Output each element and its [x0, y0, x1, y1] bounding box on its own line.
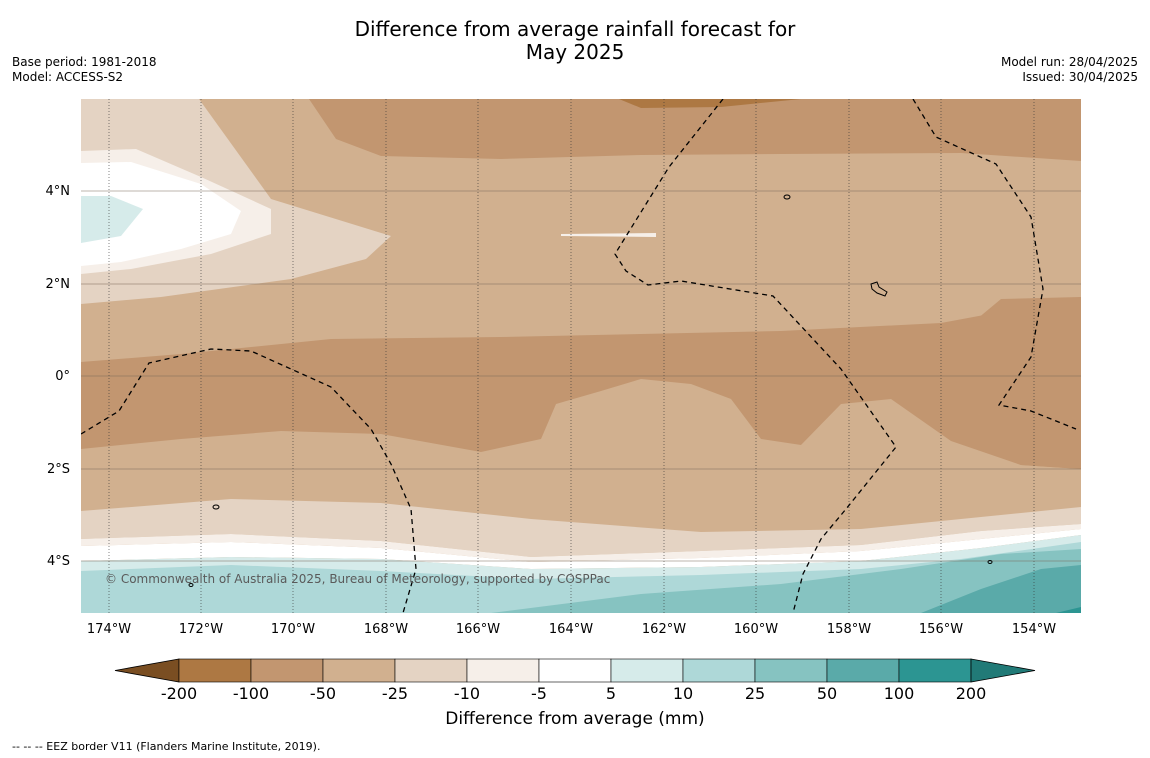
band-minus-10-sliver [561, 233, 656, 237]
band-plus-200-south [1056, 607, 1081, 613]
lon-tick-156w: 156°W [918, 622, 964, 637]
meta-right: Model run: 28/04/2025 Issued: 30/04/2025 [1001, 55, 1138, 85]
eez-border-central [614, 99, 897, 613]
cbar-label-minus-25: -25 [381, 684, 409, 703]
latitude-lines [81, 190, 1081, 562]
lat-tick-4s: 4°S [46, 554, 70, 569]
lat-tick-2n: 2°N [45, 277, 71, 292]
band-minus-100-equatorial [81, 297, 1081, 469]
lon-tick-154w: 154°W [1011, 622, 1057, 637]
colorbar [114, 658, 1036, 683]
eez-footnote: -- -- -- EEZ border V11 (Flanders Marine… [12, 740, 321, 753]
colorbar-title: Difference from average (mm) [445, 709, 705, 729]
cbar-label-50: 50 [816, 684, 838, 703]
rainfall-map [81, 99, 1081, 613]
lon-tick-160w: 160°W [733, 622, 779, 637]
island-1 [783, 194, 791, 200]
copyright-notice: © Commonwealth of Australia 2025, Bureau… [105, 572, 611, 586]
colorbar-extend-low [114, 658, 180, 683]
colorbar-bin-50-to-100 [826, 658, 900, 683]
lat-tick-4n: 4°N [45, 184, 71, 199]
lon-tick-164w: 164°W [548, 622, 594, 637]
cbar-label-100: 100 [883, 684, 915, 703]
island-3 [212, 504, 220, 510]
eez-borders [81, 99, 1077, 613]
eez-border-east [912, 99, 1077, 430]
cbar-label-minus-100: -100 [232, 684, 270, 703]
band-plus-5-south [81, 529, 1081, 569]
cbar-label-minus-10: -10 [453, 684, 481, 703]
title-line-2: May 2025 [525, 40, 625, 64]
band-minus-200-north [619, 99, 801, 108]
colorbar-bin--50-to--25 [322, 658, 396, 683]
colorbar-bin-100-to-200 [898, 658, 972, 683]
lat-tick-0: 0° [55, 369, 70, 384]
island-2 [870, 281, 888, 297]
colorbar-bin-5-to-10 [610, 658, 684, 683]
cbar-label-200: 200 [955, 684, 987, 703]
colorbar-bin--5-to-5 [538, 658, 612, 683]
band-plus-50-south [491, 549, 1081, 613]
lat-tick-2s: 2°S [46, 462, 70, 477]
islands [188, 194, 993, 587]
colorbar-extend-high [970, 658, 1036, 683]
band-minus-10-south [81, 524, 1081, 562]
colorbar-bin--100-to--50 [250, 658, 324, 683]
cbar-label-minus-200: -200 [160, 684, 198, 703]
eez-border-west [81, 348, 417, 613]
cbar-label-25: 25 [744, 684, 766, 703]
issued-date: Issued: 30/04/2025 [1022, 70, 1138, 84]
lon-tick-170w: 170°W [270, 622, 316, 637]
colorbar-bin-25-to-50 [754, 658, 828, 683]
model-name: Model: ACCESS-S2 [12, 70, 124, 84]
colorbar-bin-10-to-25 [682, 658, 756, 683]
band-plus-100-south [921, 565, 1081, 613]
lon-tick-172w: 172°W [178, 622, 224, 637]
band-minus-100-north [309, 99, 1081, 161]
lon-tick-166w: 166°W [455, 622, 501, 637]
lon-tick-168w: 168°W [363, 622, 409, 637]
island-4 [188, 583, 194, 587]
cbar-label-5: 5 [605, 684, 617, 703]
colorbar-bin--25-to--10 [394, 658, 468, 683]
cbar-label-minus-5: -5 [531, 684, 547, 703]
band-minus-25-south [81, 499, 1081, 557]
base-period: Base period: 1981-2018 [12, 55, 157, 69]
lon-tick-162w: 162°W [641, 622, 687, 637]
meta-left: Base period: 1981-2018 Model: ACCESS-S2 [12, 55, 157, 85]
island-5 [987, 560, 993, 564]
title-line-1: Difference from average rainfall forecas… [354, 17, 796, 41]
cbar-label-10: 10 [672, 684, 694, 703]
lon-tick-174w: 174°W [86, 622, 132, 637]
model-run: Model run: 28/04/2025 [1000, 55, 1138, 69]
colorbar-bin--200-to--100 [178, 658, 252, 683]
colorbar-bin--10-to--5 [466, 658, 540, 683]
lon-tick-158w: 158°W [826, 622, 872, 637]
map-svg [81, 99, 1081, 613]
cbar-label-minus-50: -50 [309, 684, 337, 703]
chart-title: Difference from average rainfall forecas… [0, 18, 1150, 64]
band-plus-10-west [81, 196, 143, 243]
